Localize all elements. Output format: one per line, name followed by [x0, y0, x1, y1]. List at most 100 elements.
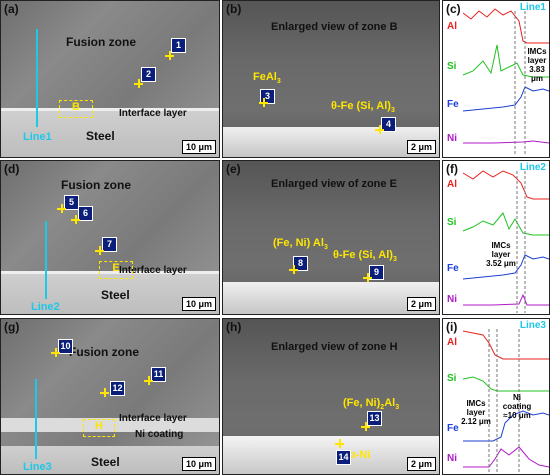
- element-label: Fe: [447, 423, 459, 434]
- marker: 5: [64, 195, 79, 210]
- cross-marker: [144, 376, 153, 385]
- scale-bar: 2 μm: [406, 297, 436, 311]
- panel-label: (h): [226, 320, 242, 334]
- interface-label: Interface layer: [119, 265, 187, 276]
- element-label: Fe: [447, 99, 459, 110]
- line-tag: Line2: [519, 162, 546, 173]
- marker: 10: [58, 339, 73, 354]
- panel-f: (f) Line2 Al Si Fe Ni IMCs layer 3.52 μm: [442, 160, 550, 315]
- scale-bar: 10 μm: [181, 457, 216, 471]
- cross-marker: [165, 51, 174, 60]
- ni-coating-note: Ni coating ≈10 μm: [502, 393, 532, 420]
- panel-label: (i): [446, 320, 458, 334]
- cross-marker: [289, 265, 298, 274]
- scale-bar: 2 μm: [406, 140, 436, 154]
- steel-label: Steel: [86, 129, 115, 143]
- steel-region: [223, 127, 439, 157]
- eds-linescan: [462, 170, 549, 313]
- panel-label: (e): [226, 162, 241, 176]
- marker: 9: [369, 265, 384, 280]
- panel-g: (g) Fusion zone Steel Interface layer Ni…: [0, 318, 220, 475]
- marker: 14: [336, 450, 351, 465]
- cross-marker: [361, 422, 370, 431]
- cross-marker: [71, 215, 80, 224]
- panel-label: (g): [4, 320, 20, 334]
- panel-i: (i) Line3 Al Si Fe Ni IMCs layer 2.12 μm…: [442, 318, 550, 475]
- eds-linescan: [462, 329, 549, 473]
- fusion-zone-label: Fusion zone: [61, 178, 131, 192]
- scale-bar: 10 μm: [181, 297, 216, 311]
- panel-d: (d) Fusion zone Steel Interface layer E …: [0, 160, 220, 315]
- marker: 1: [171, 38, 186, 53]
- element-label: Al: [447, 179, 457, 190]
- scale-bar: 10 μm: [181, 140, 216, 154]
- cross-marker: [335, 439, 344, 448]
- panel-c: (c) Line1 Al Si Fe Ni IMCs layer 3.83 μm: [442, 0, 550, 158]
- line-scan-path: [45, 221, 47, 299]
- cross-marker: [259, 98, 268, 107]
- fusion-zone-label: Fusion zone: [69, 345, 139, 359]
- phase-label: θ-Fe (Si, Al)3: [333, 249, 397, 264]
- marker: 11: [151, 367, 166, 382]
- element-label: Al: [447, 21, 457, 32]
- marker: 8: [293, 256, 308, 271]
- cross-marker: [134, 79, 143, 88]
- panel-label: (f): [446, 162, 458, 176]
- panel-label: (a): [4, 2, 19, 16]
- cross-marker: [363, 273, 372, 282]
- steel-label: Steel: [91, 455, 120, 469]
- zone-box: B: [59, 100, 93, 118]
- element-label: Ni: [447, 453, 457, 464]
- ni-coating-label: Ni coating: [135, 429, 184, 440]
- cross-marker: [375, 125, 384, 134]
- element-label: Si: [447, 61, 457, 72]
- line-scan-path: [35, 379, 37, 459]
- cross-marker: [100, 388, 109, 397]
- element-label: Fe: [447, 263, 459, 274]
- interface-label: Interface layer: [119, 413, 187, 424]
- line-label: Line1: [23, 131, 52, 143]
- imcs-note: IMCs layer 3.83 μm: [527, 47, 547, 83]
- scale-bar: 2 μm: [406, 457, 436, 471]
- panel-label: (b): [226, 2, 242, 16]
- panel-a: (a) Fusion zone Steel Interface layer B …: [0, 0, 220, 158]
- element-label: Ni: [447, 133, 457, 144]
- interface-label: Interface layer: [119, 108, 187, 119]
- phase-label: α-Ni: [349, 449, 371, 461]
- line-tag: Line1: [519, 2, 546, 13]
- fusion-zone-label: Fusion zone: [66, 35, 136, 49]
- cross-marker: [95, 246, 104, 255]
- phase-label: (Fe, Ni) Al3: [273, 237, 328, 252]
- interface-line: [1, 108, 219, 111]
- panel-label: (c): [446, 2, 461, 16]
- marker: 4: [381, 117, 396, 132]
- ni-coating-layer: [1, 418, 219, 432]
- panel-label: (d): [4, 162, 20, 176]
- phase-label: (Fe, Ni)2Al3: [343, 397, 400, 412]
- panel-h: (h) Enlarged view of zone H (Fe, Ni)2Al3…: [222, 318, 440, 475]
- line-scan-path: [36, 29, 38, 127]
- steel-region: [223, 436, 439, 474]
- marker: 7: [102, 237, 117, 252]
- imcs-note: IMCs layer 2.12 μm: [461, 399, 491, 426]
- panel-b: (b) Enlarged view of zone B FeAl3 θ-Fe (…: [222, 0, 440, 158]
- element-label: Al: [447, 337, 457, 348]
- eds-linescan: [462, 8, 549, 155]
- zone-box: E: [99, 261, 133, 279]
- interface-line: [1, 271, 219, 274]
- element-label: Si: [447, 373, 457, 384]
- marker: 13: [367, 411, 382, 426]
- element-label: Si: [447, 217, 457, 228]
- element-label: Ni: [447, 294, 457, 305]
- line-label: Line3: [23, 461, 52, 473]
- steel-label: Steel: [101, 288, 130, 302]
- marker: 6: [78, 206, 93, 221]
- imcs-note: IMCs layer 3.52 μm: [486, 241, 516, 268]
- zone-box: H: [83, 419, 115, 437]
- cross-marker: [57, 204, 66, 213]
- line-label: Line2: [31, 301, 60, 313]
- line-tag: Line3: [519, 320, 546, 331]
- steel-region: [223, 282, 439, 314]
- marker: 2: [141, 67, 156, 82]
- panel-e: (e) Enlarged view of zone E (Fe, Ni) Al3…: [222, 160, 440, 315]
